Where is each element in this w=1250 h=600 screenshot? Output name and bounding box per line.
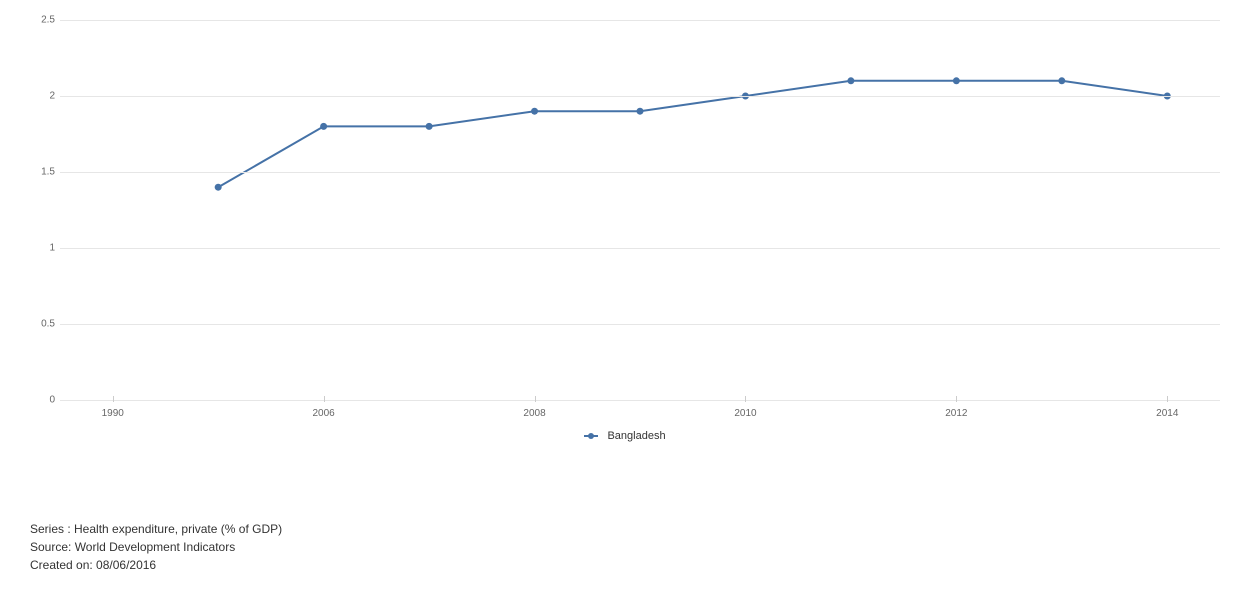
x-tick — [745, 396, 746, 402]
x-axis-label: 2008 — [523, 408, 545, 419]
x-axis-label: 2010 — [734, 408, 756, 419]
data-point[interactable] — [531, 108, 538, 115]
legend: Bangladesh — [0, 430, 1250, 442]
legend-label: Bangladesh — [607, 430, 665, 442]
line-chart-svg — [60, 20, 1220, 400]
data-point[interactable] — [637, 108, 644, 115]
data-point[interactable] — [426, 123, 433, 130]
x-tick — [1167, 396, 1168, 402]
chart-footer: Series : Health expenditure, private (% … — [30, 520, 282, 574]
y-axis-label: 0.5 — [15, 319, 55, 330]
y-axis-label: 2.5 — [15, 15, 55, 26]
gridline — [60, 96, 1220, 97]
y-axis-label: 1.5 — [15, 167, 55, 178]
footer-series: Series : Health expenditure, private (% … — [30, 520, 282, 538]
data-point[interactable] — [1058, 77, 1065, 84]
data-point[interactable] — [847, 77, 854, 84]
footer-created: Created on: 08/06/2016 — [30, 556, 282, 574]
data-point[interactable] — [215, 184, 222, 191]
gridline — [60, 20, 1220, 21]
gridline — [60, 324, 1220, 325]
x-tick — [324, 396, 325, 402]
gridline — [60, 400, 1220, 401]
data-point[interactable] — [953, 77, 960, 84]
y-axis-label: 2 — [15, 91, 55, 102]
x-axis-label: 2014 — [1156, 408, 1178, 419]
x-tick — [535, 396, 536, 402]
gridline — [60, 172, 1220, 173]
x-axis-label: 2012 — [945, 408, 967, 419]
footer-source: Source: World Development Indicators — [30, 538, 282, 556]
gridline — [60, 248, 1220, 249]
x-axis-label: 1990 — [102, 408, 124, 419]
chart-container: 00.511.522.5199020062008201020122014 — [30, 10, 1230, 430]
x-tick — [113, 396, 114, 402]
y-axis-label: 1 — [15, 243, 55, 254]
x-tick — [956, 396, 957, 402]
plot-area — [60, 20, 1220, 400]
y-axis-label: 0 — [15, 395, 55, 406]
legend-marker-icon — [584, 435, 598, 437]
x-axis-label: 2006 — [313, 408, 335, 419]
data-point[interactable] — [320, 123, 327, 130]
